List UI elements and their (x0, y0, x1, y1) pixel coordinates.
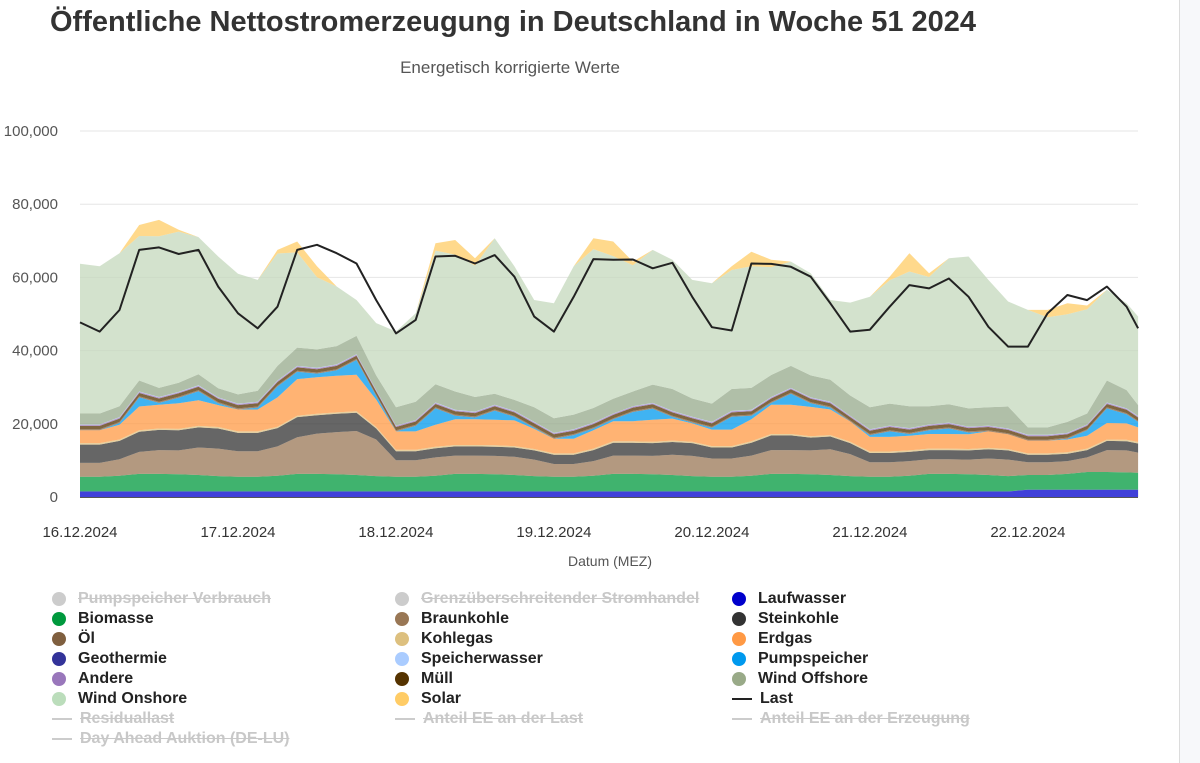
series-areas (80, 219, 1139, 497)
y-axis-ticks: 0 20,000 40,000 60,000 80,000 100,000 (4, 123, 58, 506)
legend-item[interactable]: Andere (52, 669, 133, 689)
area-wind-offshore[interactable] (80, 335, 1139, 435)
legend-dot-icon (395, 652, 409, 666)
legend-dot-icon (52, 632, 66, 646)
y-tick-label: 60,000 (12, 269, 58, 286)
legend-item[interactable]: Grenzüberschreitender Stromhandel (395, 589, 699, 609)
legend-dot-icon (732, 672, 746, 686)
x-tick-label: 22.12.2024 (990, 524, 1065, 541)
legend-item[interactable]: Pumpspeicher (732, 649, 868, 669)
legend-line-icon (52, 718, 72, 720)
x-tick-label: 16.12.2024 (42, 524, 117, 541)
area-braunkohle[interactable] (80, 431, 1139, 477)
legend-label: Pumpspeicher Verbrauch (78, 590, 271, 607)
legend-label: Anteil EE an der Last (423, 710, 584, 727)
y-tick-label: 20,000 (12, 416, 58, 433)
legend-line-icon (395, 718, 415, 720)
legend-label: Biomasse (78, 610, 154, 627)
legend-dot-icon (52, 672, 66, 686)
legend-line-icon (732, 718, 752, 720)
legend-label: Geothermie (78, 650, 167, 667)
legend-item[interactable]: Speicherwasser (395, 649, 543, 669)
series-lines (79, 243, 1139, 348)
legend-item[interactable]: Anteil EE an der Last (395, 709, 583, 729)
legend-item[interactable]: Wind Offshore (732, 669, 868, 689)
legend-item[interactable]: Wind Onshore (52, 689, 187, 709)
legend-item[interactable]: Geothermie (52, 649, 167, 669)
legend-item[interactable]: Erdgas (732, 629, 812, 649)
chart-title: Öffentliche Nettostromerzeugung in Deuts… (50, 6, 977, 38)
legend-dot-icon (52, 592, 66, 606)
x-axis-ticks: 16.12.2024 17.12.2024 18.12.2024 19.12.2024… (42, 524, 1065, 541)
legend-item[interactable]: Biomasse (52, 609, 154, 629)
legend-dot-icon (52, 612, 66, 626)
legend-label: Residuallast (80, 710, 175, 727)
legend-item[interactable]: Residuallast (52, 709, 174, 729)
legend-item[interactable]: Solar (395, 689, 461, 709)
legend-label: Erdgas (758, 630, 813, 647)
legend-label: Öl (78, 630, 95, 647)
legend-line-icon (52, 738, 72, 740)
legend-label: Solar (421, 690, 462, 707)
x-tick-label: 19.12.2024 (516, 524, 591, 541)
legend-label: Pumpspeicher (758, 650, 869, 667)
y-tick-label: 0 (50, 489, 58, 506)
x-tick-label: 17.12.2024 (200, 524, 275, 541)
y-tick-label: 100,000 (4, 123, 58, 140)
area-solar[interactable] (80, 219, 1139, 332)
legend-item[interactable]: Öl (52, 629, 95, 649)
legend-item[interactable]: Day Ahead Auktion (DE-LU) (52, 729, 289, 749)
legend-item[interactable]: Braunkohle (395, 609, 509, 629)
chart-subtitle: Energetisch korrigierte Werte (400, 58, 620, 77)
y-tick-label: 80,000 (12, 196, 58, 213)
legend-dot-icon (732, 652, 746, 666)
legend-item[interactable]: Müll (395, 669, 453, 689)
area-biomasse[interactable] (80, 472, 1139, 492)
legend-label: Kohlegas (421, 630, 494, 647)
legend-label: Andere (78, 670, 134, 687)
y-tick-label: 40,000 (12, 343, 58, 360)
legend-dot-icon (395, 632, 409, 646)
legend-label: Laufwasser (758, 590, 847, 607)
area-steinkohle[interactable] (80, 412, 1139, 464)
stacked-area-chart: 0 20,000 40,000 60,000 80,000 100,000 16.12.2… (4, 123, 1139, 569)
legend-dot-icon (52, 692, 66, 706)
legend-item[interactable]: Anteil EE an der Erzeugung (732, 709, 970, 729)
area-laufwasser[interactable] (80, 489, 1139, 497)
x-axis-title: Datum (MEZ) (568, 553, 652, 569)
area-wind-onshore[interactable] (80, 231, 1139, 428)
legend-label: Grenzüberschreitender Stromhandel (421, 590, 700, 607)
legend-line-icon (732, 698, 752, 700)
legend-item[interactable]: Last (732, 689, 793, 709)
legend-dot-icon (732, 612, 746, 626)
legend-dot-icon (395, 672, 409, 686)
area-erdgas[interactable] (80, 374, 1139, 454)
legend-dot-icon (395, 592, 409, 606)
legend-label: Wind Onshore (78, 690, 188, 707)
legend-label: Wind Offshore (758, 670, 869, 687)
legend-item[interactable]: Steinkohle (732, 609, 839, 629)
legend-item[interactable]: Laufwasser (732, 589, 846, 609)
legend-dot-icon (395, 612, 409, 626)
legend-label: Müll (421, 670, 453, 687)
legend-label: Day Ahead Auktion (DE-LU) (80, 730, 290, 747)
x-tick-label: 20.12.2024 (674, 524, 749, 541)
x-tick-label: 18.12.2024 (358, 524, 433, 541)
x-tick-label: 21.12.2024 (832, 524, 907, 541)
legend-dot-icon (732, 632, 746, 646)
legend-item[interactable]: Kohlegas (395, 629, 493, 649)
legend-label: Speicherwasser (421, 650, 543, 667)
legend-label: Braunkohle (421, 610, 510, 627)
side-panel (1179, 0, 1200, 763)
legend-label: Anteil EE an der Erzeugung (760, 710, 970, 727)
legend-item[interactable]: Pumpspeicher Verbrauch (52, 589, 271, 609)
legend-label: Steinkohle (758, 610, 839, 627)
legend-dot-icon (52, 652, 66, 666)
legend-dot-icon (732, 592, 746, 606)
line-last[interactable] (79, 243, 1139, 348)
legend-label: Last (760, 690, 793, 707)
legend-dot-icon (395, 692, 409, 706)
